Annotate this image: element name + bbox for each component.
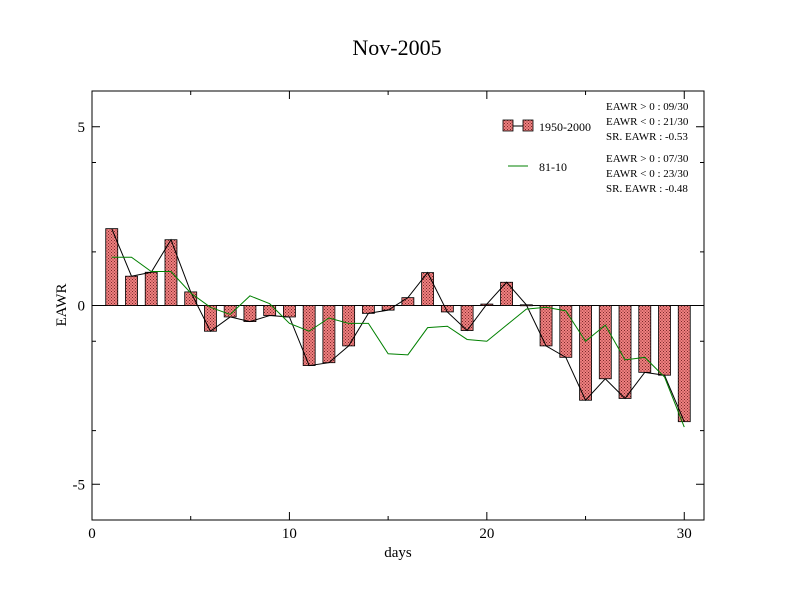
- bar: [125, 275, 138, 306]
- bar: [677, 305, 691, 423]
- stats-block: EAWR > 0 : 09/30 EAWR < 0 : 21/30 SR. EA…: [606, 101, 689, 195]
- bar: [105, 228, 119, 306]
- stat-8110-negative: EAWR < 0 : 23/30: [606, 168, 689, 180]
- axis-ticks: 0 10 20 30 -5 0 5: [73, 91, 704, 542]
- bar-series: [105, 228, 691, 423]
- legend: 1950-2000 81-10: [502, 119, 591, 174]
- x-tick-label: 30: [677, 526, 692, 542]
- bar: [598, 305, 612, 380]
- line-series: [111, 228, 685, 428]
- series-line-1950-2000: [111, 228, 685, 422]
- bar: [263, 305, 277, 316]
- bar: [184, 291, 198, 306]
- legend-label-81-10: 81-10: [539, 160, 567, 174]
- x-tick-label: 20: [479, 526, 494, 542]
- stat-1950-positive: EAWR > 0 : 09/30: [606, 101, 689, 113]
- bar: [243, 305, 257, 322]
- legend-bar-swatch: [502, 119, 514, 132]
- x-tick-label: 0: [88, 526, 96, 542]
- stat-8110-positive: EAWR > 0 : 07/30: [606, 153, 689, 165]
- bar: [302, 305, 316, 366]
- bar: [638, 305, 652, 373]
- x-axis-label: days: [384, 545, 412, 561]
- bar: [539, 305, 553, 347]
- stat-1950-sr: SR. EAWR : -0.53: [606, 131, 688, 143]
- legend-item-81-10: 81-10: [508, 160, 567, 174]
- bar: [204, 305, 217, 332]
- stat-8110-sr: SR. EAWR : -0.48: [606, 183, 688, 195]
- bar: [322, 305, 336, 364]
- y-tick-label: -5: [73, 477, 86, 493]
- y-tick-label: 0: [78, 299, 86, 315]
- legend-item-1950-2000: 1950-2000: [502, 119, 591, 134]
- bar: [500, 281, 513, 306]
- stat-1950-negative: EAWR < 0 : 21/30: [606, 116, 689, 128]
- bar: [658, 305, 671, 376]
- bar: [559, 305, 573, 358]
- x-tick-label: 10: [282, 526, 297, 542]
- series-line-81-10: [111, 256, 685, 428]
- bar: [144, 271, 158, 306]
- bar: [223, 305, 237, 318]
- bar: [401, 297, 415, 306]
- bar: [283, 305, 296, 318]
- legend-label-1950-2000: 1950-2000: [539, 120, 591, 134]
- bar: [579, 305, 592, 401]
- chart-title: Nov-2005: [352, 35, 441, 60]
- y-axis-label: EAWR: [54, 284, 70, 327]
- y-tick-label: 5: [78, 120, 86, 136]
- legend-bar-swatch: [522, 119, 534, 132]
